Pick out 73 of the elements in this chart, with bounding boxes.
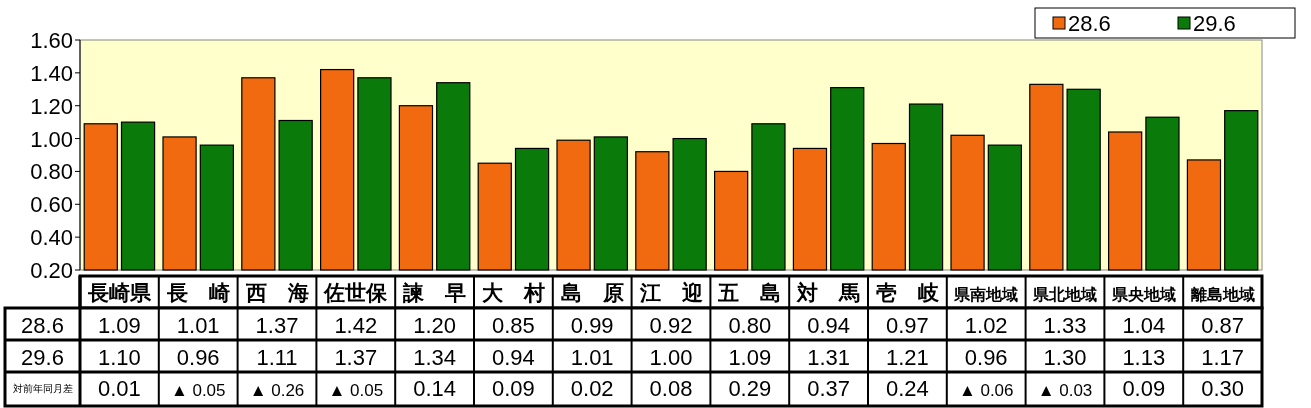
data-label: 0.99 [570, 313, 614, 338]
data-label: 0.96 [964, 345, 1008, 370]
text: ▲ 0.05 [170, 381, 226, 400]
x-tick-label: 離島地域 [1189, 286, 1255, 303]
x-tick-label: 県北地域 [1032, 286, 1097, 303]
text: 対前年同月差 [12, 383, 73, 394]
x-tick-label: 五 島 [717, 281, 782, 304]
data-label: 1.04 [1122, 313, 1166, 338]
data-label: 1.21 [885, 345, 929, 370]
data-label: 1.31 [807, 345, 851, 370]
data-label: 0.94 [807, 313, 851, 338]
text: 0.24 [885, 376, 929, 401]
data-label: 0.87 [1201, 313, 1245, 338]
text: ▲ 0.05 [328, 381, 384, 400]
data-label: 0.92 [649, 313, 693, 338]
text: 0.37 [807, 376, 851, 401]
data-label: 0.94 [491, 345, 535, 370]
y-tick-label: 0.20 [30, 258, 73, 283]
text: 29.6 [21, 345, 64, 370]
y-tick-label: 0.60 [30, 192, 73, 218]
data-label: 1.30 [1043, 345, 1087, 370]
data-label: 1.13 [1122, 345, 1166, 370]
data-label: 1.09 [728, 345, 772, 370]
text: 0.30 [1201, 376, 1245, 401]
text: 0.09 [491, 376, 535, 401]
data-label: 1.17 [1201, 345, 1245, 370]
text: 0.01 [97, 376, 141, 401]
x-tick-label: 佐世保 [323, 281, 389, 304]
text: ▲ 0.26 [249, 381, 305, 400]
x-tick-label: 島 原 [560, 281, 624, 304]
x-tick-label: 県南地域 [953, 286, 1019, 303]
text: 0.08 [649, 376, 693, 401]
text: 0.14 [413, 376, 457, 401]
data-label: 1.34 [413, 345, 457, 370]
legend-label: 28.6 [1068, 11, 1111, 36]
text: ▲ 0.03 [1037, 381, 1093, 400]
data-label: 1.01 [176, 313, 220, 338]
y-tick-label: 1.40 [30, 60, 73, 86]
legend-label: 29.6 [1193, 11, 1236, 36]
text: 0.09 [1122, 376, 1166, 401]
x-tick-label: 西 海 [244, 281, 309, 304]
text: 28.6 [21, 313, 64, 338]
x-tick-label: 長 崎 [165, 281, 230, 304]
data-label: 0.80 [728, 313, 772, 338]
x-tick-label: 対 馬 [796, 281, 861, 304]
data-label: 1.02 [964, 313, 1008, 338]
data-label: 0.96 [176, 345, 220, 370]
x-tick-label: 県央地域 [1110, 286, 1176, 303]
data-label: 1.37 [255, 313, 299, 338]
x-tick-label: 大 村 [481, 281, 545, 304]
data-label: 1.09 [97, 313, 141, 338]
data-label: 0.85 [491, 313, 535, 338]
x-tick-label: 諫 早 [402, 281, 467, 304]
x-tick-label: 壱 岐 [875, 281, 939, 304]
data-label: 1.20 [413, 313, 457, 338]
data-label: 1.42 [334, 313, 378, 338]
data-label: 1.37 [334, 345, 378, 370]
y-tick-label: 1.00 [30, 126, 73, 152]
data-label: 1.10 [97, 345, 141, 370]
x-tick-label: 江 迎 [638, 281, 703, 304]
x-tick-label: 長崎県 [86, 281, 152, 304]
y-tick-label: 1.20 [30, 93, 73, 119]
data-label: 0.97 [885, 313, 929, 338]
data-label: 1.00 [649, 345, 693, 370]
y-tick-label: 0.40 [30, 225, 73, 251]
y-tick-label: 0.80 [30, 159, 73, 185]
y-tick-label: 1.60 [30, 28, 73, 53]
text: 0.29 [728, 376, 772, 401]
text: 0.02 [570, 376, 614, 401]
text: ▲ 0.06 [958, 381, 1014, 400]
data-label: 1.01 [570, 345, 614, 370]
data-label: 1.33 [1043, 313, 1087, 338]
data-label: 1.11 [256, 345, 298, 370]
